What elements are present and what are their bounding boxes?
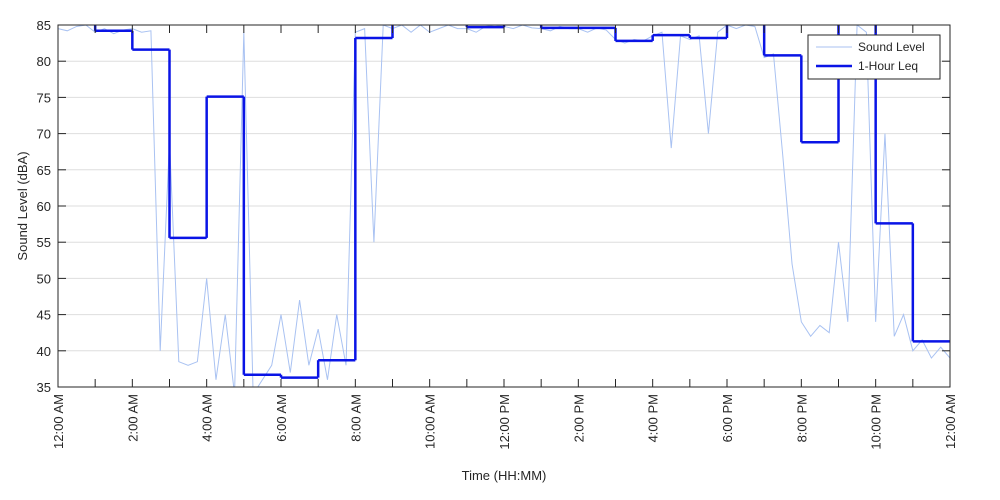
legend-label: 1-Hour Leq — [858, 59, 918, 73]
x-tick-label: 10:00 AM — [423, 394, 438, 449]
legend: Sound Level 1-Hour Leq — [807, 34, 941, 80]
legend-label: Sound Level — [858, 40, 925, 54]
x-tick-label: 12:00 PM — [497, 394, 512, 450]
y-tick-label: 70 — [37, 127, 51, 142]
y-tick-label: 75 — [37, 90, 51, 105]
x-tick-label: 2:00 PM — [571, 394, 586, 442]
y-tick-label: 35 — [37, 380, 51, 395]
x-tick-label: 6:00 PM — [720, 394, 735, 442]
y-tick-label: 55 — [37, 235, 51, 250]
y-tick-label: 60 — [37, 199, 51, 214]
y-tick-label: 45 — [37, 308, 51, 323]
axes: 35 40 45 50 55 60 65 70 75 80 85 12:00 AM 2:00 AM 4:0… — [37, 18, 958, 450]
x-tick-label: 4:00 PM — [646, 394, 661, 442]
x-tick-label: 6:00 AM — [274, 394, 289, 442]
x-tick-label: 8:00 PM — [794, 394, 809, 442]
x-tick-label: 2:00 AM — [125, 394, 140, 442]
x-tick-label: 4:00 AM — [200, 394, 215, 442]
legend-box — [807, 34, 941, 80]
y-tick-label: 65 — [37, 163, 51, 178]
x-tick-label: 8:00 AM — [348, 394, 363, 442]
x-axis-label: Time (HH:MM) — [462, 468, 547, 483]
y-tick-label: 85 — [37, 18, 51, 33]
y-axis-label: Sound Level (dBA) — [15, 151, 30, 260]
x-tick-label: 10:00 PM — [869, 394, 884, 450]
y-tick-label: 40 — [37, 344, 51, 359]
y-tick-label: 80 — [37, 54, 51, 69]
y-tick-label: 50 — [37, 271, 51, 286]
x-tick-label: 12:00 AM — [943, 394, 958, 449]
x-tick-label: 12:00 AM — [51, 394, 66, 449]
